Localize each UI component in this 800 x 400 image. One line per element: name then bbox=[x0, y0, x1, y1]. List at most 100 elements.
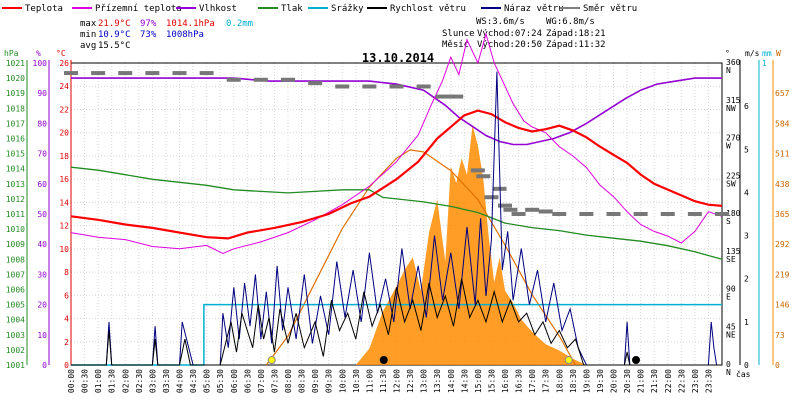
pct-tick-label: 100 bbox=[33, 59, 48, 68]
svg-text:Teplota: Teplota bbox=[25, 4, 63, 14]
sun-marker bbox=[267, 356, 276, 364]
x-tick-label: 04:00 bbox=[176, 369, 185, 393]
hpa-tick-label: 1013 bbox=[6, 180, 25, 189]
deg-tick-label: 225 bbox=[726, 171, 741, 180]
x-tick-label: 10:00 bbox=[338, 369, 347, 393]
stat-min-hum: 73% bbox=[140, 30, 157, 40]
celsius-tick-label: 12 bbox=[59, 222, 69, 231]
ms-tick-label: 2 bbox=[744, 275, 749, 284]
pressure-line bbox=[70, 166, 723, 260]
dir-tick-label: W bbox=[726, 142, 731, 151]
x-tick-label: 07:30 bbox=[270, 369, 279, 393]
x-tick-label: 08:00 bbox=[284, 369, 293, 393]
axis-unit-hpa: hPa bbox=[4, 49, 19, 58]
hpa-tick-label: 1012 bbox=[6, 195, 25, 204]
wind-avg-speed: WS:3.6m/s bbox=[476, 17, 525, 27]
celsius-tick-label: 26 bbox=[59, 59, 69, 68]
ms-tick-label: 5 bbox=[744, 145, 749, 154]
legend-item-temperature: Teplota bbox=[2, 4, 63, 14]
x-tick-label: 01:30 bbox=[108, 369, 117, 393]
dir-tick-label: SW bbox=[726, 179, 736, 188]
stat-min-label: min bbox=[80, 30, 96, 40]
celsius-tick-label: 16 bbox=[59, 175, 69, 184]
x-tick-label: 03:30 bbox=[162, 369, 171, 393]
deg-tick-label: 0 bbox=[726, 360, 731, 369]
pct-tick-label: 40 bbox=[37, 240, 47, 249]
x-tick-label: 21:30 bbox=[650, 369, 659, 393]
hpa-tick-label: 1016 bbox=[6, 135, 25, 144]
wind-speed-line bbox=[71, 278, 722, 366]
hpa-tick-label: 1017 bbox=[6, 119, 25, 128]
ground-temperature-line bbox=[70, 32, 723, 255]
legend-item-wind-gust: Náraz větru bbox=[481, 4, 564, 14]
solar-radiation-area bbox=[355, 125, 587, 365]
legend-item-wind-direction: Směr větru bbox=[560, 4, 637, 14]
x-tick-label: 16:00 bbox=[501, 369, 510, 393]
moonrise: Východ:20:50 bbox=[477, 40, 542, 50]
svg-text:Tlak: Tlak bbox=[281, 4, 303, 14]
pct-tick-label: 20 bbox=[37, 301, 47, 310]
stat-min-press: 1008hPa bbox=[166, 30, 204, 40]
x-tick-label: 12:00 bbox=[393, 369, 402, 393]
pct-tick-label: 90 bbox=[37, 89, 47, 98]
celsius-tick-label: 4 bbox=[64, 315, 69, 324]
legend-item-wind-speed: Rychlost větru bbox=[367, 4, 466, 14]
x-tick-label: 15:00 bbox=[474, 369, 483, 393]
hpa-tick-label: 1015 bbox=[6, 150, 25, 159]
pct-tick-label: 50 bbox=[37, 210, 47, 219]
moon-label: Měsíc bbox=[442, 40, 469, 50]
w-tick-label: 73 bbox=[775, 331, 785, 340]
x-tick-label: 02:00 bbox=[121, 369, 130, 393]
x-tick-label: 10:30 bbox=[352, 369, 361, 393]
humidity-line bbox=[71, 77, 722, 146]
x-tick-label: 19:00 bbox=[582, 369, 591, 393]
x-tick-label: 18:00 bbox=[555, 369, 564, 393]
axis-unit-mm: mm bbox=[762, 49, 772, 58]
w-tick-label: 657 bbox=[775, 89, 790, 98]
hpa-tick-label: 1018 bbox=[6, 104, 25, 113]
pct-tick-label: 70 bbox=[37, 150, 47, 159]
pct-tick-label: 10 bbox=[37, 331, 47, 340]
ms-tick-label: 4 bbox=[744, 188, 749, 197]
celsius-tick-label: 6 bbox=[64, 291, 69, 300]
x-tick-label: 09:00 bbox=[311, 369, 320, 393]
w-tick-label: 146 bbox=[775, 301, 790, 310]
stat-max-label: max bbox=[80, 19, 97, 29]
w-tick-label: 438 bbox=[775, 180, 790, 189]
x-tick-label: 05:30 bbox=[216, 369, 225, 393]
x-axis: 00:00 00:30 01:00 01:30 02:00 02:30 03:00 03:30… bbox=[67, 369, 713, 393]
x-tick-label: 07:00 bbox=[257, 369, 266, 393]
w-tick-label: 219 bbox=[775, 270, 790, 279]
x-tick-label: 11:30 bbox=[379, 369, 388, 393]
wind-sun-moon-info: WS:3.6m/s WG:6.8m/s Slunce Východ:07:24 … bbox=[442, 17, 606, 50]
deg-tick-label: 45 bbox=[726, 322, 736, 331]
hpa-tick-label: 1004 bbox=[6, 316, 25, 325]
w-tick-label: 584 bbox=[775, 119, 790, 128]
x-tick-label: 05:00 bbox=[203, 369, 212, 393]
deg-tick-label: 180 bbox=[726, 209, 741, 218]
w-tick-label: 292 bbox=[775, 240, 790, 249]
hpa-tick-label: 1002 bbox=[6, 346, 25, 355]
solar-theoretical-line bbox=[265, 149, 577, 366]
x-tick-label: 17:30 bbox=[542, 369, 551, 393]
stat-avg-temp: 15.5°C bbox=[98, 41, 131, 51]
legend-item-rain: Srážky bbox=[308, 4, 364, 14]
axis-unit-w: W bbox=[776, 49, 781, 58]
hpa-tick-label: 1007 bbox=[6, 270, 25, 279]
x-tick-label: 22:30 bbox=[677, 369, 686, 393]
dir-tick-label: NW bbox=[726, 104, 736, 113]
ms-tick-label: 3 bbox=[744, 232, 749, 241]
x-tick-label: 22:00 bbox=[664, 369, 673, 393]
x-tick-label: 15:30 bbox=[487, 369, 496, 393]
hpa-tick-label: 1021 bbox=[6, 59, 25, 68]
hpa-tick-label: 1008 bbox=[6, 255, 25, 264]
legend: Teplota Přízemní teplota Vlhkost Tlak Sr… bbox=[2, 4, 637, 14]
stats-block: max 21.9°C 97% 1014.1hPa 0.2mm min 10.9°… bbox=[80, 19, 253, 51]
dir-tick-label: SE bbox=[726, 255, 736, 264]
legend-item-ground-temperature: Přízemní teplota bbox=[72, 4, 182, 14]
right-axes: 0N45NE90E135SE180S225SW270W315NW360N0123… bbox=[726, 58, 790, 377]
axis-unit-celsius: °C bbox=[56, 49, 66, 58]
hpa-tick-label: 1019 bbox=[6, 89, 25, 98]
celsius-tick-label: 20 bbox=[59, 129, 69, 138]
